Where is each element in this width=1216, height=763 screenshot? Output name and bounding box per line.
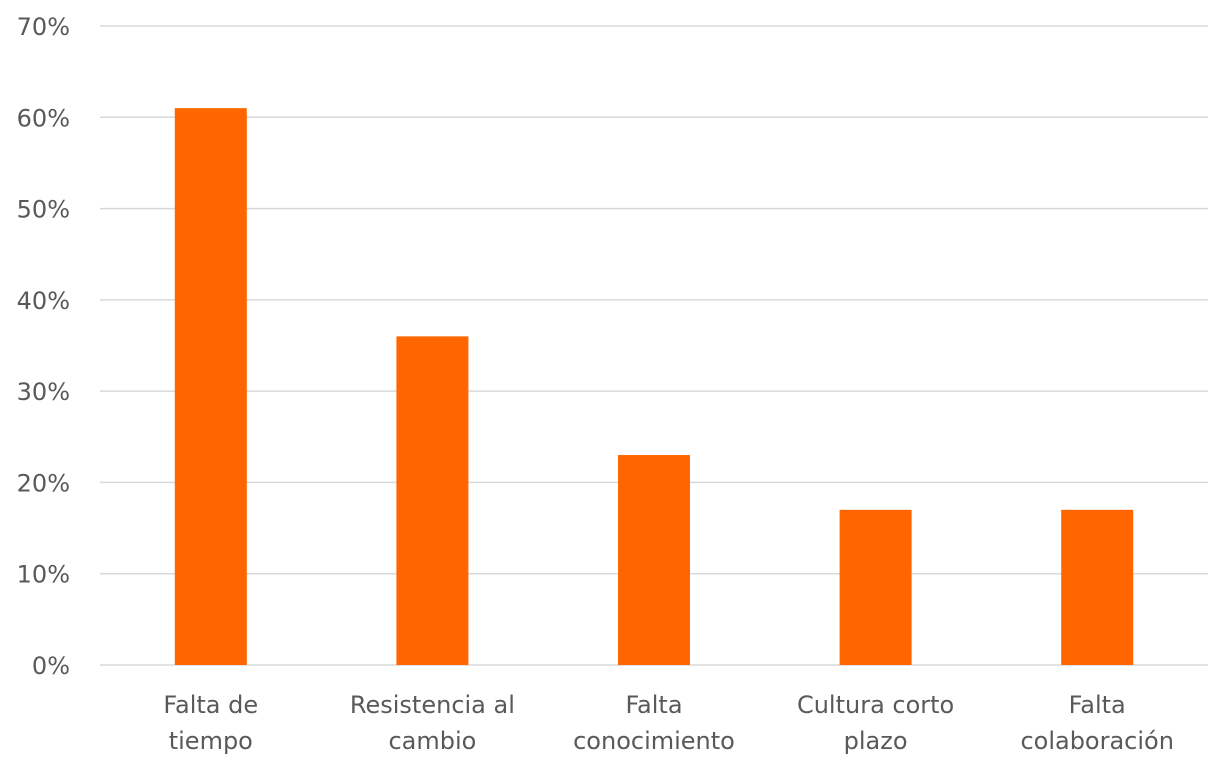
y-tick-label: 60% (17, 104, 70, 132)
y-tick-label: 50% (17, 196, 70, 224)
y-tick-label: 0% (32, 652, 70, 680)
x-category-label: Falta de tiempo (163, 691, 258, 755)
x-axis-category-labels: Falta de tiempo Resistencia al cambio Falta c… (163, 691, 1174, 755)
bar (396, 336, 469, 665)
bar (618, 455, 690, 665)
y-tick-label: 70% (17, 13, 70, 41)
x-category-label: Cultura corto plazo (797, 691, 954, 755)
bar (1061, 509, 1134, 665)
x-category-label: Resistencia al cambio (350, 691, 515, 755)
y-tick-label: 40% (17, 287, 70, 315)
y-tick-label: 20% (17, 469, 70, 497)
y-axis-tick-labels: 0% 10% 20% 30% 40% 50% 60% 70% (17, 13, 70, 680)
bar (174, 108, 247, 665)
bars (174, 108, 1134, 665)
y-tick-label: 10% (17, 561, 70, 589)
bar (839, 509, 912, 665)
y-tick-label: 30% (17, 378, 70, 406)
x-category-label: Falta colaboración (1020, 691, 1174, 755)
x-category-label: Falta conocimiento (573, 691, 735, 755)
